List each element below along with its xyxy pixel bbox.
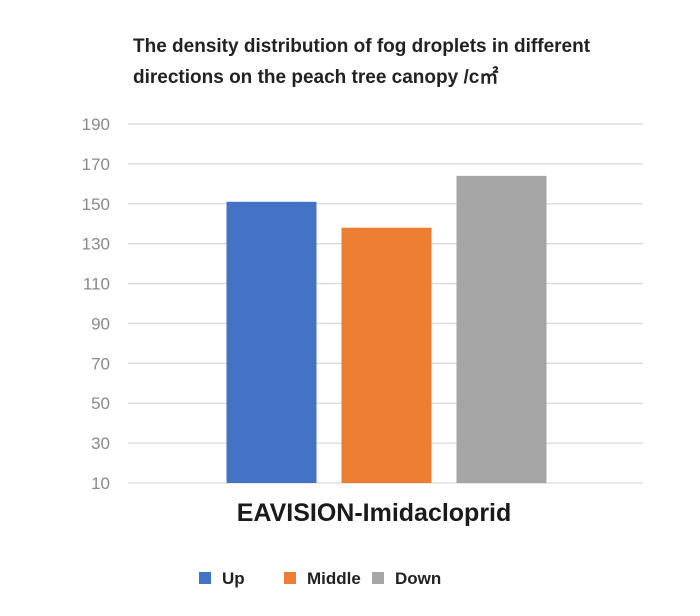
y-tick-label: 150 [82, 195, 110, 214]
chart-title-line-2: directions on the peach tree canopy /c㎡ [133, 65, 498, 88]
y-tick-label: 70 [91, 354, 110, 373]
y-tick-label: 90 [91, 314, 110, 333]
y-tick-label: 30 [91, 434, 110, 453]
y-tick-label: 110 [83, 275, 110, 294]
bar-middle [341, 227, 432, 483]
y-tick-label: 130 [82, 235, 110, 254]
y-tick-label: 10 [91, 474, 110, 493]
y-tick-label: 50 [91, 394, 110, 413]
legend: Up Middle Down [199, 569, 441, 588]
legend-swatch-down [372, 572, 384, 584]
y-axis-tick-labels: 190 170 150 130 110 90 70 50 30 10 [82, 115, 110, 493]
chart-title-line-1: The density distribution of fog droplets… [133, 36, 591, 57]
legend-label-middle: Middle [307, 569, 361, 588]
x-category-label: EAVISION-Imidacloprid [237, 499, 512, 527]
y-tick-label: 190 [82, 115, 110, 134]
legend-label-up: Up [222, 569, 245, 588]
legend-swatch-up [199, 572, 211, 584]
bar-up [226, 201, 317, 484]
bar-down [456, 175, 547, 483]
legend-label-down: Down [395, 569, 441, 588]
legend-swatch-middle [284, 572, 296, 584]
y-tick-label: 170 [82, 155, 110, 174]
bars [226, 175, 547, 484]
